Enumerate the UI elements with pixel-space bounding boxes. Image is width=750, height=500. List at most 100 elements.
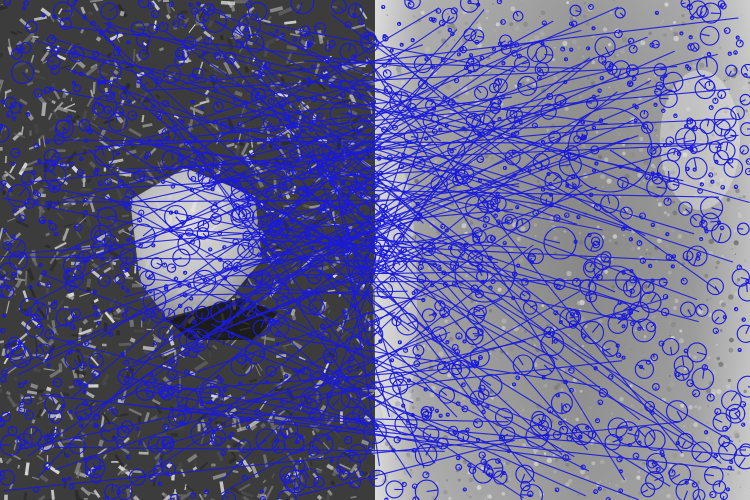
grass-blade (56, 54, 67, 61)
grass-blade (85, 65, 98, 77)
grass-blade (240, 490, 254, 498)
grass-blade (2, 456, 8, 462)
grass-blade (231, 436, 245, 445)
grass-blade (46, 96, 52, 102)
grass-blade (20, 126, 24, 136)
grass-blade (162, 494, 171, 500)
grass-blade (7, 38, 11, 48)
grass-blade (295, 3, 302, 10)
keypoint-marker (688, 35, 693, 40)
keypoint-orientation (415, 289, 418, 292)
keypoint-marker (389, 358, 395, 363)
keypoint-orientation (708, 81, 711, 86)
grass-blade (46, 386, 52, 392)
keypoint-orientation (354, 3, 357, 11)
grass-blade (278, 6, 293, 16)
grass-blade (30, 383, 39, 390)
grass-blade (176, 462, 184, 472)
keypoint-orientation (462, 408, 466, 411)
grass-blade (10, 30, 18, 36)
keypoint-marker (165, 471, 170, 476)
grass-blade (299, 103, 302, 110)
grass-blade (2, 189, 7, 196)
grass-blade (97, 308, 101, 315)
grass-blade (207, 346, 212, 352)
grass-blade (293, 266, 298, 271)
grass-blade (82, 202, 86, 207)
keypoint-orientation (215, 120, 218, 122)
grass-blade (115, 186, 124, 200)
grass-blade (27, 113, 34, 121)
keypoint-orientation (153, 379, 156, 382)
keypoint-orientation (543, 376, 545, 378)
grass-blade (33, 124, 39, 134)
grass-blade (260, 422, 266, 429)
grass-blade (274, 387, 284, 392)
grass-blade (226, 37, 234, 51)
keypoint-marker (343, 314, 348, 319)
grass-blade (197, 354, 205, 361)
keypoint-marker (23, 380, 29, 385)
keypoint-orientation (121, 285, 124, 288)
keypoint-marker (164, 135, 169, 141)
grass-blade (15, 268, 23, 276)
grass-blade (90, 89, 95, 100)
grass-blade (34, 334, 48, 346)
grass-blade (193, 108, 196, 117)
grass-blade (134, 263, 137, 274)
grass-blade (284, 20, 297, 25)
keypoint-marker (462, 487, 467, 492)
keypoint-marker (558, 319, 563, 325)
keypoint-orientation (630, 428, 632, 431)
grass-blade (316, 469, 322, 474)
grass-blade (137, 430, 141, 438)
keypoint-orientation (209, 249, 211, 252)
keypoint-marker (515, 375, 521, 381)
keypoint-marker (357, 94, 362, 100)
keypoint-orientation (342, 310, 345, 313)
keypoint-orientation (411, 136, 418, 138)
grass-blade (86, 278, 92, 288)
keypoint-marker (438, 127, 443, 132)
keypoint-marker (401, 152, 406, 157)
grass-blade (226, 444, 231, 449)
keypoint-marker (477, 178, 482, 183)
keypoint-orientation (157, 113, 161, 116)
keypoint-marker (477, 131, 482, 136)
grass-blade (198, 8, 206, 19)
grass-blade (93, 318, 103, 323)
keypoint-marker (622, 224, 628, 229)
keypoint-marker (227, 435, 232, 440)
keypoint-orientation (84, 259, 87, 261)
keypoint-marker (628, 426, 633, 432)
keypoint-orientation (180, 52, 185, 55)
grass-blade (220, 35, 224, 40)
keypoint-orientation (560, 320, 563, 323)
grass-blade (62, 195, 75, 204)
grass-blade (261, 335, 276, 342)
keypoint-orientation (684, 125, 687, 128)
grass-blade (65, 151, 78, 165)
grass-blade (349, 463, 358, 474)
keypoint-orientation (619, 436, 622, 439)
keypoint-marker (311, 64, 316, 69)
keypoint-marker (444, 228, 449, 233)
grass-blade (256, 17, 271, 24)
keypoint-orientation (353, 304, 356, 307)
grass-blade (327, 489, 333, 496)
grass-blade (179, 375, 181, 390)
grass-blade (84, 419, 93, 425)
keypoint-marker (662, 142, 668, 148)
keypoint-marker (170, 184, 176, 189)
keypoint-marker (337, 65, 342, 70)
grass-blade (141, 114, 145, 123)
grass-blade (366, 80, 375, 87)
grass-blade (259, 399, 268, 411)
grass-blade (365, 26, 375, 36)
keypoint-orientation (514, 44, 517, 46)
keypoint-marker (92, 289, 97, 294)
grass-blade (150, 414, 158, 422)
keypoint-orientation (594, 162, 597, 165)
grass-blade (339, 329, 350, 340)
